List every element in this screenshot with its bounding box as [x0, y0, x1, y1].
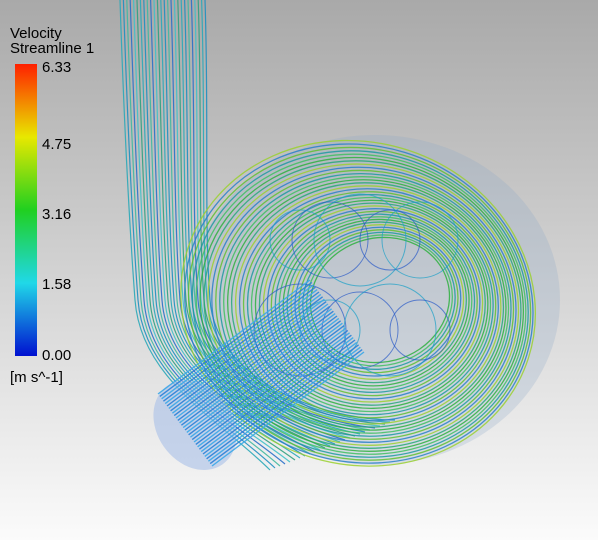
legend-label: 4.75: [42, 136, 71, 153]
legend-label: 0.00: [42, 347, 71, 364]
legend-label: 6.33: [42, 59, 71, 76]
color-bar: [15, 64, 37, 356]
viewer: Velocity Streamline 1 6.33 4.75 3.16 1.5…: [0, 0, 598, 540]
legend-label: 1.58: [42, 276, 71, 293]
legend-label: 3.16: [42, 206, 71, 223]
legend-unit: [m s^-1]: [10, 369, 63, 386]
legend-subtitle: Streamline 1: [10, 40, 94, 57]
